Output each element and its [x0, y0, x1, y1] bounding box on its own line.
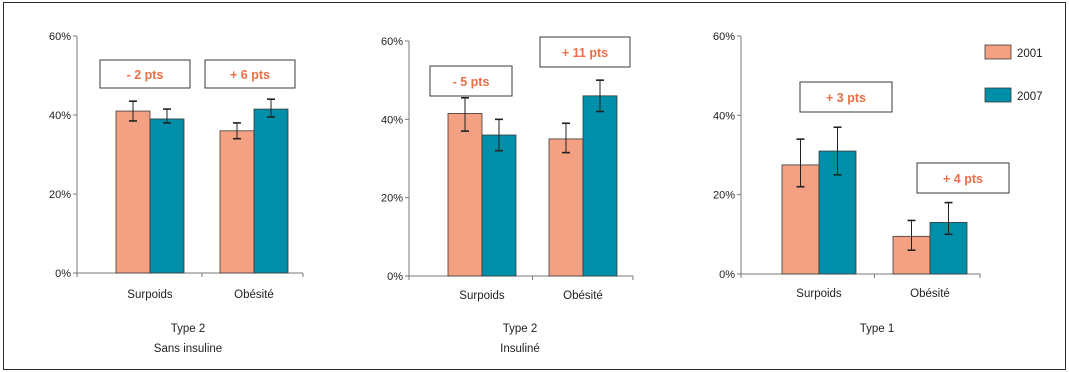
y-tick-label: 40%: [49, 110, 71, 122]
legend-label-2001: 2001: [1017, 48, 1043, 60]
annotation-box: [539, 36, 631, 68]
bar-2007-surpoids: [149, 118, 185, 274]
annotation-box: [916, 162, 1010, 194]
bar-2001-surpoids: [115, 110, 151, 274]
y-tick-label: 60%: [49, 31, 71, 43]
annotation-label: - 5 pts: [453, 75, 490, 89]
chart-caption: Sans insuline: [154, 343, 222, 355]
bar-2001-obésité: [219, 130, 255, 274]
legend-swatch-2007: [984, 87, 1012, 103]
annotation-label: - 2 pts: [127, 68, 164, 82]
chart-caption: Type 2: [503, 323, 538, 335]
x-category-label: Obésité: [563, 290, 603, 302]
annotation-label: + 4 pts: [943, 172, 983, 186]
y-tick-label: 0%: [387, 271, 403, 283]
y-tick-label: 20%: [381, 193, 403, 205]
annotation-label: + 6 pts: [230, 68, 270, 82]
chart-caption: Type 1: [860, 323, 895, 335]
y-tick-label: 20%: [713, 190, 735, 202]
y-tick-label: 0%: [719, 269, 735, 281]
legend-swatch-2001: [984, 44, 1012, 60]
x-category-label: Surpoids: [796, 288, 842, 300]
x-category-label: Surpoids: [459, 290, 505, 302]
y-tick-label: 60%: [713, 31, 735, 43]
bar-2007-obésité: [253, 108, 289, 274]
bar-2007-surpoids: [481, 134, 517, 277]
y-tick-label: 60%: [381, 36, 403, 48]
bar-2001-surpoids: [447, 113, 483, 277]
annotation-box: [429, 65, 513, 97]
annotation-box: [799, 81, 893, 113]
x-category-label: Surpoids: [127, 289, 173, 301]
annotation-box: [99, 59, 191, 89]
annotation-label: + 3 pts: [826, 91, 866, 105]
y-tick-label: 40%: [713, 110, 735, 122]
x-category-label: Obésité: [910, 288, 950, 300]
y-tick-label: 40%: [381, 114, 403, 126]
bar-2007-obésité: [582, 95, 618, 277]
y-tick-label: 20%: [49, 189, 71, 201]
chart-caption: Insuliné: [500, 343, 540, 355]
chart-caption: Type 2: [171, 323, 206, 335]
y-tick-label: 0%: [55, 268, 71, 280]
bar-2001-obésité: [548, 138, 584, 277]
legend-label-2007: 2007: [1017, 91, 1043, 103]
annotation-box: [204, 59, 296, 89]
x-category-label: Obésité: [234, 289, 274, 301]
annotation-label: + 11 pts: [562, 46, 608, 60]
